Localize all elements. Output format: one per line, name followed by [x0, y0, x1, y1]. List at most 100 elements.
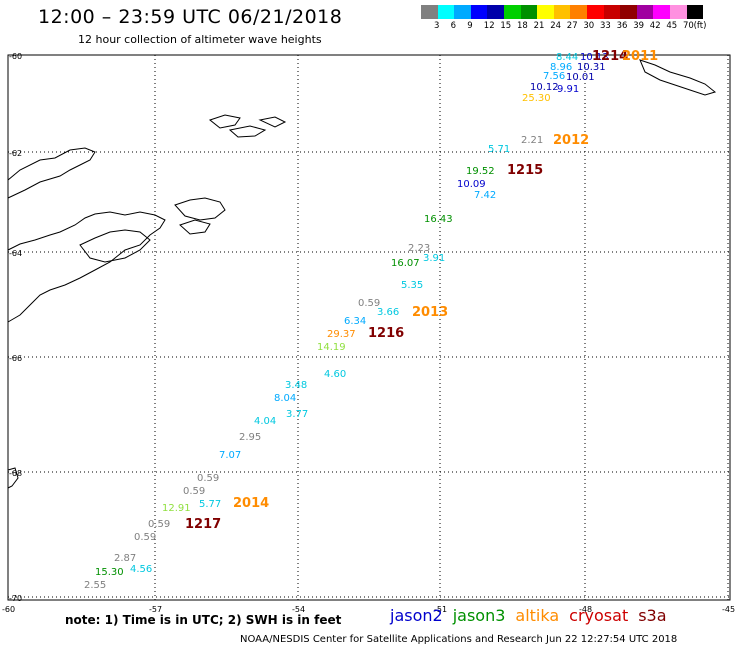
- legend-tick-label: 12: [483, 21, 495, 31]
- wave-height-label: 3.77: [286, 409, 308, 420]
- longitude-label: -48: [579, 605, 592, 614]
- wave-height-label: 2013: [412, 305, 448, 320]
- wave-height-label: 2.87: [114, 553, 136, 564]
- longitude-label: -60: [2, 605, 15, 614]
- legend-swatch: [636, 5, 654, 19]
- wave-height-label: 15.30: [95, 567, 124, 578]
- legend-swatch: [520, 5, 538, 19]
- longitude-label: -54: [292, 605, 305, 614]
- legend-tick-label: 9: [467, 21, 473, 31]
- wave-height-label: 10.13: [580, 52, 609, 63]
- legend-tick-label: 30: [583, 21, 595, 31]
- wave-height-label: 16.43: [424, 214, 453, 225]
- legend-swatch: [537, 5, 554, 19]
- legend-tick-label: 15: [500, 21, 512, 31]
- wave-height-label: 4.60: [324, 369, 346, 380]
- legend-swatch: [603, 5, 621, 19]
- wave-height-label: 16.07: [391, 258, 420, 269]
- legend-swatch: [669, 5, 687, 19]
- wave-height-label: 25.30: [522, 93, 551, 104]
- longitude-label: -51: [434, 605, 447, 614]
- wave-height-label: 5.35: [401, 280, 423, 291]
- wave-height-label: 2014: [233, 496, 269, 511]
- footer-note: note: 1) Time is in UTC; 2) SWH is in fe…: [65, 613, 342, 627]
- legend-tick-label: 36: [616, 21, 628, 31]
- latitude-label: -62: [9, 149, 22, 158]
- wave-height-label: 0.59: [148, 519, 170, 530]
- satellite-jason3: jason3: [452, 606, 506, 625]
- wave-height-label: 2.23: [408, 243, 430, 254]
- chart-title: 12:00 – 23:59 UTC 06/21/2018: [38, 6, 343, 28]
- legend-tick-label: 24: [550, 21, 562, 31]
- wave-height-label: 5.77: [199, 499, 221, 510]
- legend-swatch: [487, 5, 504, 19]
- legend-swatch: [437, 5, 455, 19]
- legend-tick-label: 3: [434, 21, 440, 31]
- legend-unit: (ft): [693, 21, 707, 31]
- coastline-antarctic-peninsula: [7, 59, 717, 489]
- wave-height-label: 0.59: [358, 298, 380, 309]
- wave-height-label: 2.55: [84, 580, 106, 591]
- wave-height-label: 7.56: [543, 71, 565, 82]
- wave-height-label: 0.59: [134, 532, 156, 543]
- legend-swatch: [503, 5, 521, 19]
- satellite-cryosat: cryosat: [569, 606, 629, 625]
- legend-tick-label: 6: [450, 21, 457, 31]
- wave-height-label: 8.44: [556, 52, 578, 63]
- wave-height-label: 10.31: [577, 62, 606, 73]
- color-legend: 3 6 9 12 15 18 21 24 27 30 33 36 39 42 45 70 (ft): [421, 5, 706, 31]
- legend-swatch: [470, 5, 488, 19]
- wave-height-label: 19.52: [466, 166, 495, 177]
- footer-credit: NOAA/NESDIS Center for Satellite Applica…: [240, 634, 678, 645]
- legend-swatch: [653, 5, 670, 19]
- wave-height-label: 10.12: [530, 82, 559, 93]
- legend-swatch: [570, 5, 587, 19]
- legend-swatch: [454, 5, 471, 19]
- latitude-label: -68: [9, 469, 22, 478]
- wave-height-label: 9.91: [557, 84, 579, 95]
- legend-swatch: [553, 5, 571, 19]
- wave-height-label: 1217: [185, 517, 221, 532]
- wave-height-label: 12.91: [162, 503, 191, 514]
- wave-height-label: 0.59: [183, 486, 205, 497]
- wave-height-label: 10.09: [457, 179, 486, 190]
- legend-tick-label: 45: [666, 21, 678, 31]
- legend-swatch: [620, 5, 637, 19]
- satellite-s3a: s3a: [638, 606, 667, 625]
- wave-height-label: 3.48: [285, 380, 307, 391]
- latitude-label: -70: [9, 594, 22, 603]
- legend-tick-label: 42: [649, 21, 661, 31]
- longitude-label: -45: [722, 605, 735, 614]
- wave-height-label: 14.19: [317, 342, 346, 353]
- wave-height-label: 6.34: [344, 316, 366, 327]
- wave-height-label: 3.91: [423, 253, 445, 264]
- satellite-legend: jason2 jason3 altika cryosat s3a: [390, 606, 677, 625]
- longitude-label: -57: [149, 605, 162, 614]
- legend-color-bar: [421, 5, 704, 19]
- legend-swatch: [421, 5, 438, 19]
- wave-height-label: 1214: [592, 49, 628, 64]
- satellite-jason2: jason2: [390, 606, 443, 625]
- legend-tick-label: 18: [517, 21, 528, 31]
- legend-swatch: [686, 5, 704, 19]
- wave-height-label: 4.56: [130, 564, 152, 575]
- legend-tick-label: 39: [633, 21, 645, 31]
- wave-height-label: 0.59: [197, 473, 219, 484]
- legend-tick-label: 21: [533, 21, 545, 31]
- wave-height-label: 8.96: [550, 62, 572, 73]
- wave-height-label: 4.04: [254, 416, 276, 427]
- wave-height-label: 7.07: [219, 450, 241, 461]
- graticule: [7, 54, 730, 600]
- latitude-label: -66: [9, 354, 22, 363]
- axis-labels: -60 -62 -64 -66 -68 -70 -60 -57 -54 -51 -48 -45: [2, 52, 735, 614]
- wave-height-label: 8.04: [274, 393, 296, 404]
- satellite-altika: altika: [515, 606, 560, 625]
- wave-height-label: 1216: [368, 326, 404, 341]
- legend-tick-label: 27: [566, 21, 578, 31]
- wave-height-label: 3.66: [377, 307, 399, 318]
- legend-tick-label: 70: [683, 21, 694, 31]
- wave-height-label: 7.42: [474, 190, 496, 201]
- wave-height-label: 2011: [622, 49, 658, 64]
